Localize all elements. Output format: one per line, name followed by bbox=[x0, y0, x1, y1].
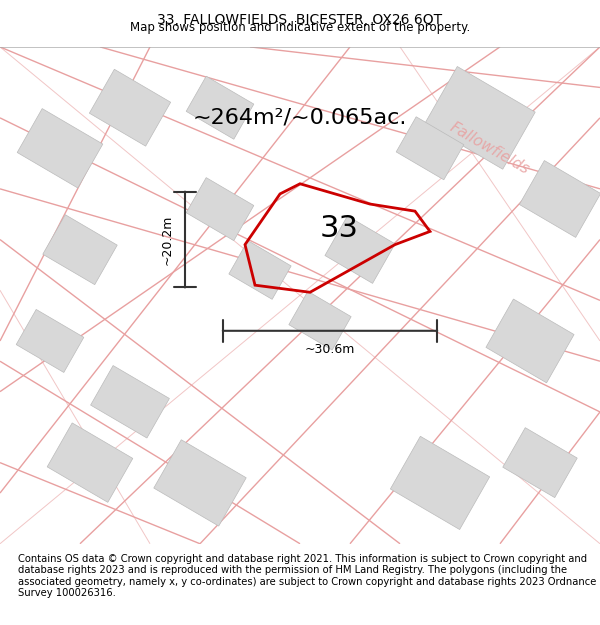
Text: ~264m²/~0.065ac.: ~264m²/~0.065ac. bbox=[193, 108, 407, 128]
Polygon shape bbox=[154, 440, 246, 526]
Polygon shape bbox=[503, 428, 577, 498]
Polygon shape bbox=[186, 177, 254, 241]
Polygon shape bbox=[396, 117, 464, 180]
Polygon shape bbox=[391, 436, 490, 529]
Polygon shape bbox=[289, 291, 351, 350]
Text: ~30.6m: ~30.6m bbox=[305, 342, 355, 356]
Text: 33, FALLOWFIELDS, BICESTER, OX26 6QT: 33, FALLOWFIELDS, BICESTER, OX26 6QT bbox=[157, 13, 443, 27]
Polygon shape bbox=[520, 161, 600, 238]
Polygon shape bbox=[425, 66, 535, 169]
Polygon shape bbox=[229, 241, 291, 299]
Polygon shape bbox=[47, 423, 133, 503]
Polygon shape bbox=[486, 299, 574, 383]
Text: 33: 33 bbox=[320, 214, 359, 243]
Polygon shape bbox=[16, 309, 84, 372]
Text: Map shows position and indicative extent of the property.: Map shows position and indicative extent… bbox=[130, 21, 470, 34]
Text: ~20.2m: ~20.2m bbox=[161, 214, 173, 265]
Polygon shape bbox=[43, 215, 117, 284]
Polygon shape bbox=[325, 216, 395, 283]
Polygon shape bbox=[186, 76, 254, 139]
Text: Fallowfields: Fallowfields bbox=[448, 119, 532, 177]
Text: Contains OS data © Crown copyright and database right 2021. This information is : Contains OS data © Crown copyright and d… bbox=[18, 554, 596, 598]
Polygon shape bbox=[91, 366, 169, 438]
Polygon shape bbox=[89, 69, 170, 146]
Polygon shape bbox=[17, 109, 103, 188]
